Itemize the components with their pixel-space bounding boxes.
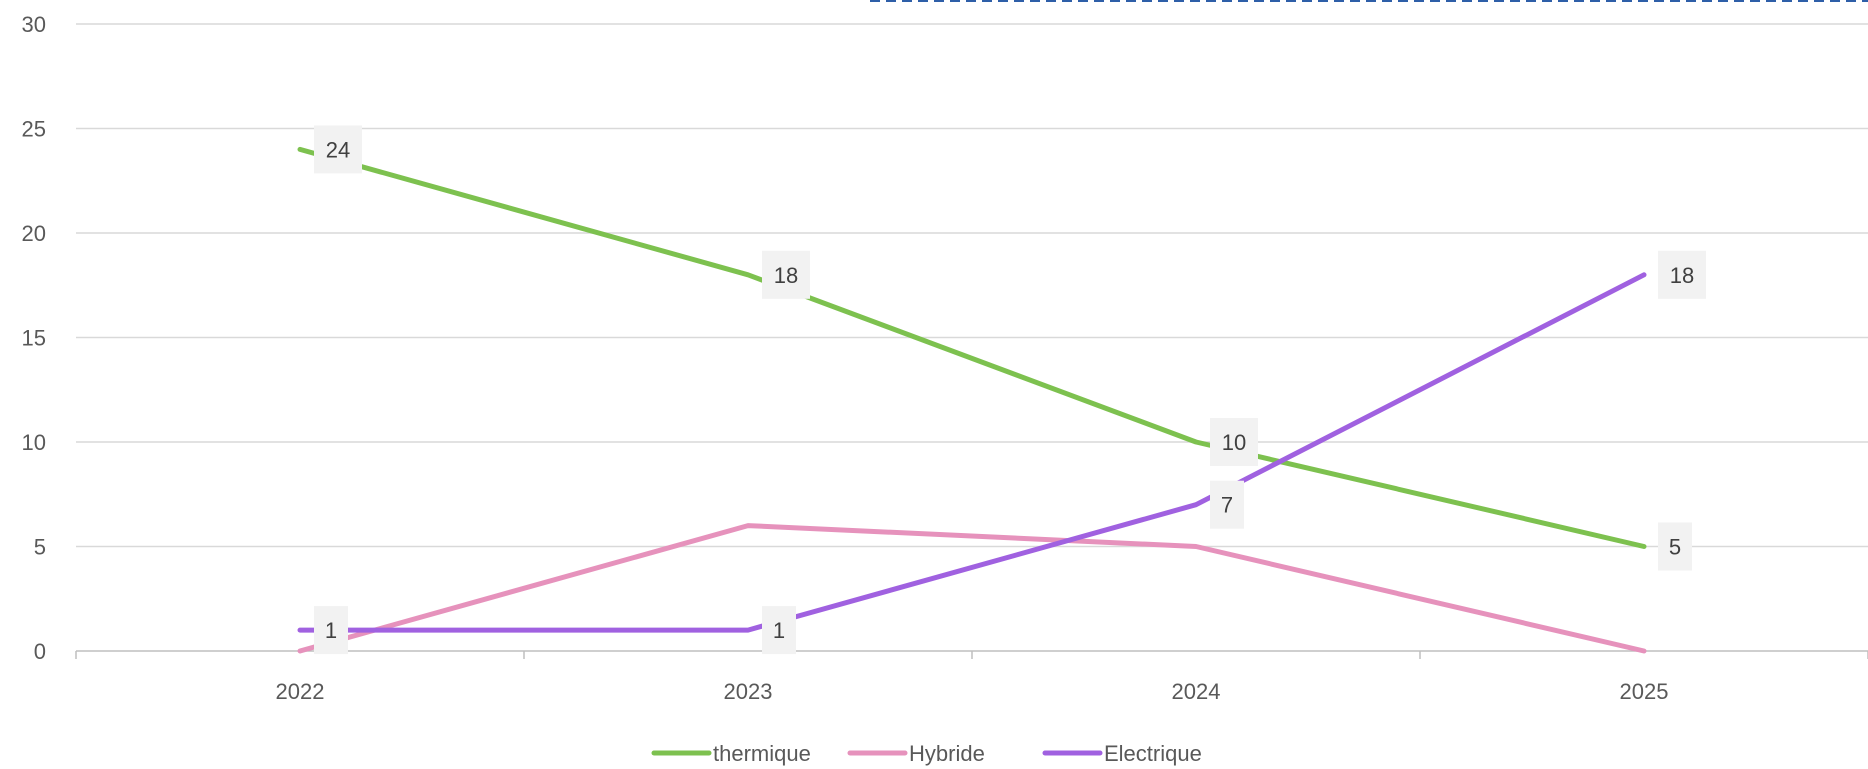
legend: thermique Hybride Electrique — [651, 741, 1202, 766]
data-label-text: 18 — [774, 263, 798, 288]
data-label-box — [762, 606, 796, 655]
x-tick-label: 2023 — [724, 679, 773, 704]
gridlines — [76, 23, 1868, 548]
legend-label: Hybride — [909, 741, 985, 766]
series-lines — [297, 146, 1647, 654]
legend-item: Electrique — [1042, 741, 1202, 766]
data-label-box — [1658, 522, 1692, 571]
data-label: 10 — [1210, 418, 1258, 466]
legend-item: Hybride — [847, 741, 985, 766]
data-label-text: 1 — [325, 618, 337, 643]
legend-item: thermique — [651, 741, 811, 766]
x-axis: 2022 2023 2024 2025 — [75, 650, 1868, 704]
data-label-box — [314, 606, 348, 655]
data-label-box — [1658, 250, 1706, 299]
data-label: 5 — [1658, 522, 1692, 571]
y-tick-label: 30 — [22, 12, 46, 37]
legend-label: Electrique — [1104, 741, 1202, 766]
y-tick-label: 25 — [22, 117, 46, 142]
y-tick-label: 5 — [34, 535, 46, 560]
data-label-text: 5 — [1669, 535, 1681, 560]
data-label-text: 10 — [1222, 430, 1246, 455]
x-tick-label: 2024 — [1172, 679, 1221, 704]
series-line-thermique — [297, 146, 1647, 549]
data-label-box — [1210, 480, 1244, 529]
y-tick-label: 20 — [22, 221, 46, 246]
y-axis-ticks: 0 5 10 15 20 25 30 — [22, 12, 46, 664]
data-label: 18 — [1658, 250, 1706, 299]
y-tick-label: 10 — [22, 430, 46, 455]
y-tick-label: 15 — [22, 326, 46, 351]
data-label: 1 — [762, 606, 796, 655]
x-tick-label: 2025 — [1620, 679, 1669, 704]
data-label-text: 7 — [1221, 493, 1233, 518]
data-label-box — [1210, 418, 1258, 466]
data-label-text: 24 — [326, 137, 350, 162]
data-label-box — [762, 250, 810, 299]
series-line-electrique — [297, 272, 1647, 633]
x-tick-label: 2022 — [276, 679, 325, 704]
data-label-box — [314, 125, 362, 174]
data-labels: 24 18 10 5 1 1 7 18 — [314, 125, 1706, 655]
data-label: 7 — [1210, 480, 1244, 529]
data-label: 24 — [314, 125, 362, 174]
data-label-text: 18 — [1670, 263, 1694, 288]
data-label: 1 — [314, 606, 348, 655]
data-label-text: 1 — [773, 618, 785, 643]
series-line-hybride — [297, 523, 1647, 654]
legend-label: thermique — [713, 741, 811, 766]
y-tick-label: 0 — [34, 639, 46, 664]
data-label: 18 — [762, 250, 810, 299]
